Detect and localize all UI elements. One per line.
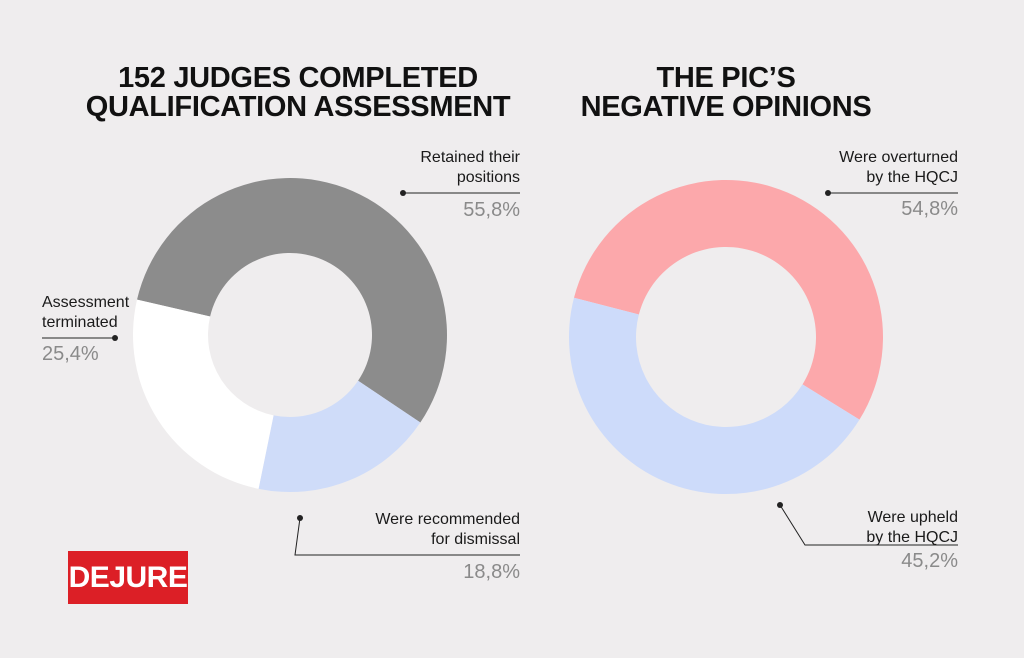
callout-line — [779, 504, 958, 546]
value-label: 55,8% — [463, 199, 520, 221]
donut-segment — [574, 180, 883, 420]
segment-label: Were recommended for dismissal — [375, 511, 520, 548]
donut-segment — [569, 297, 860, 494]
value-label: 25,4% — [42, 343, 99, 365]
callout-dot — [297, 515, 303, 521]
segment-label: Assessment terminated — [42, 294, 130, 331]
donut-segment — [137, 178, 447, 423]
logo: DEJURE — [68, 551, 188, 604]
segment-label: Were upheld by the HQCJ — [866, 509, 958, 546]
callout-dot — [825, 190, 831, 196]
chart-title: 152 JUDGES COMPLETED QUALIFICATION ASSES… — [85, 62, 511, 123]
segment-label: Were overturned by the HQCJ — [839, 149, 958, 186]
donut-segment — [132, 299, 274, 489]
callout-dot — [777, 502, 783, 508]
segment-label: Retained their positions — [420, 149, 520, 186]
value-label: 18,8% — [463, 561, 520, 583]
callout-line — [294, 517, 520, 556]
value-label: 45,2% — [901, 550, 958, 572]
callout-dot — [400, 190, 406, 196]
callout-dot — [112, 335, 118, 341]
value-label: 54,8% — [901, 198, 958, 220]
donut-segment — [258, 380, 421, 492]
chart-title: THE PIC’S NEGATIVE OPINIONS — [580, 62, 872, 123]
